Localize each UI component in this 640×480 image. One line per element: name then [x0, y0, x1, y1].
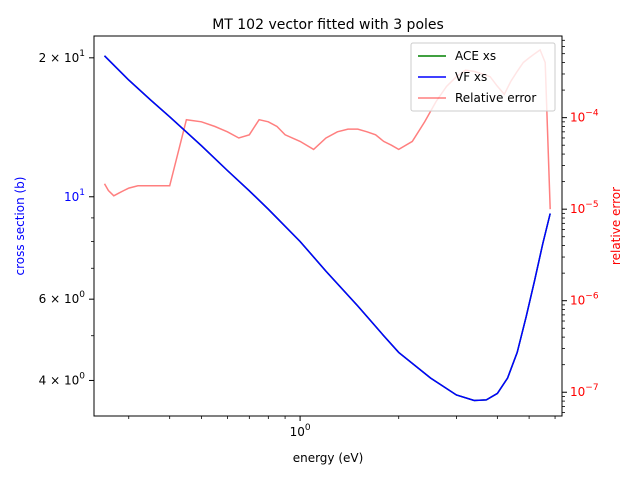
- series-line-vf-xs: [103, 55, 551, 402]
- legend-box: [410, 42, 556, 112]
- legend-entries: ACE xs VF xs Relative error: [418, 49, 536, 105]
- y-axis-label-left: cross section (b): [13, 177, 27, 276]
- y-left-tick-label: 2 × 101: [39, 49, 85, 65]
- legend-label: Relative error: [455, 91, 536, 105]
- legend: ACE xs VF xs Relative error: [410, 42, 556, 112]
- y-left-tick-label: 6 × 100: [39, 290, 86, 306]
- y-right-tick-label: 10−4: [570, 109, 599, 125]
- y-right-tick-label: 10−7: [570, 383, 599, 399]
- y-left-tick-label: 4 × 100: [39, 371, 86, 387]
- legend-label: VF xs: [455, 70, 487, 84]
- y-left-tick-label: 101: [64, 188, 85, 204]
- legend-label: ACE xs: [455, 49, 496, 63]
- cross-section-layer: [103, 55, 551, 402]
- x-tick-label: 100: [290, 423, 311, 439]
- y-right-tick-label: 10−5: [570, 200, 599, 216]
- plot-frame: [93, 35, 563, 417]
- ticks-layer: 100 2 × 101 101 6 × 100 4 × 100 10−7 10−6 10−5 1…: [39, 39, 599, 439]
- y-axis-label-right: relative error: [609, 187, 623, 265]
- y-right-tick-label: 10−6: [570, 292, 599, 308]
- x-axis-label: energy (eV): [293, 451, 364, 465]
- chart-title: MT 102 vector fitted with 3 poles: [212, 17, 444, 33]
